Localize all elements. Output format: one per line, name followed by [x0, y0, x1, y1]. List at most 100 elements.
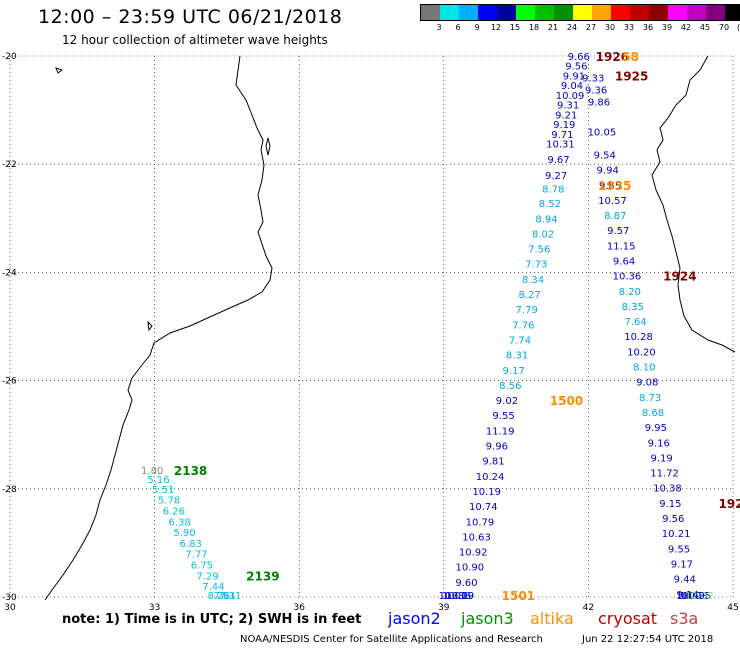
wave-height-label: 9.56 [662, 514, 684, 525]
wave-height-label: 7.64 [625, 317, 647, 328]
wave-height-label: 9.86 [588, 97, 610, 108]
wave-height-label: 6.26 [163, 506, 185, 517]
wave-height-label: 1.80 [141, 466, 163, 477]
wave-height-label: 10.21 [662, 529, 691, 540]
wave-height-label: 8.68 [642, 408, 664, 419]
wave-height-label: 10.25 [682, 591, 711, 602]
longitude-label: 36 [293, 603, 305, 613]
wave-height-label: 9.66 [568, 52, 590, 63]
wave-height-label: 7.29 [196, 571, 218, 582]
satellite-legend-item: s3a [670, 609, 699, 628]
color-swatch [497, 5, 516, 20]
color-scale-label: 27 [585, 23, 597, 32]
wave-height-label: 10.31 [546, 140, 575, 151]
color-scale-label: 9 [474, 23, 480, 32]
color-swatch [421, 5, 440, 20]
footer-credit: NOAA/NESDIS Center for Satellite Applica… [240, 634, 543, 645]
color-scale-label: 42 [680, 23, 692, 32]
wave-height-label: 7.76 [512, 320, 534, 331]
satellite-legend-item: cryosat [598, 609, 658, 628]
map-title: 12:00 – 23:59 UTC 06/21/2018 [38, 6, 343, 28]
pass-time-label: 2138 [174, 464, 207, 478]
wave-height-label: 7.44 [202, 582, 224, 593]
color-scale-swatches [420, 4, 740, 21]
pass-time-label: 1935 [598, 179, 631, 193]
wave-height-label: 9.17 [503, 366, 525, 377]
wave-height-label: 10.36 [613, 272, 642, 283]
footer-note: note: 1) Time is in UTC; 2) SWH is in fe… [62, 612, 362, 627]
wave-height-label: 9.85 [599, 181, 621, 192]
wave-height-observations: 1.805.165.515.786.266.385.906.837.776.75… [141, 52, 714, 602]
wave-height-label: 10.24 [476, 472, 505, 483]
pass-time-label: 1923 [719, 497, 740, 511]
wave-height-label: 12.02 [685, 591, 714, 602]
wave-height-label: 8.39 [452, 591, 474, 602]
color-scale-label: 18 [528, 23, 540, 32]
wave-height-label: 9.33 [582, 74, 604, 85]
wave-height-label: 9.67 [547, 155, 569, 166]
satellite-legend-item: altika [530, 609, 574, 628]
color-swatch [459, 5, 478, 20]
wave-height-label: 9.14 [677, 590, 699, 601]
wave-height-label: 8.27 [518, 290, 540, 301]
wave-height-label: 10.38 [442, 591, 471, 602]
color-swatch [668, 5, 687, 20]
wave-height-label: 7.81 [213, 591, 235, 602]
longitude-label: 45 [727, 603, 738, 613]
madagascar-coastline [651, 55, 736, 353]
color-scale-label: (ft) [736, 23, 740, 32]
wave-height-label: 10.49 [676, 591, 705, 602]
wave-height-label: 8.26 [208, 591, 230, 602]
latitude-label: -28 [2, 485, 17, 495]
wave-height-label: 9.08 [636, 378, 658, 389]
wave-height-label: 9.54 [594, 150, 616, 161]
wave-height-label: 9.96 [486, 442, 508, 453]
wave-height-label: 8.34 [522, 275, 544, 286]
color-swatch [516, 5, 535, 20]
color-swatch [725, 5, 740, 20]
wave-height-label: 9.36 [585, 86, 607, 97]
wave-height-label: 5.78 [158, 496, 180, 507]
color-swatch [611, 5, 630, 20]
wave-height-label: 9.71 [551, 130, 573, 141]
wave-height-label: 11.15 [607, 241, 636, 252]
color-scale-label: 21 [547, 23, 559, 32]
latitude-label: -24 [2, 268, 17, 278]
pass-time-label: 2139 [246, 569, 279, 583]
wave-height-label: 5.16 [147, 475, 169, 486]
wave-height-label: 9.19 [553, 120, 575, 131]
wave-height-label: 6.38 [169, 517, 191, 528]
wave-height-label: 9.56 [565, 62, 587, 73]
wave-height-label: 9.19 [651, 453, 673, 464]
latitude-label: -30 [2, 593, 17, 603]
wave-height-label: 11.19 [486, 426, 515, 437]
pass-time-label: 1501 [502, 589, 535, 603]
wave-height-label: 6.83 [180, 539, 202, 550]
wave-height-label: 9.91 [563, 71, 585, 82]
color-scale-label: 30 [604, 23, 616, 32]
color-swatch [573, 5, 592, 20]
pass-time-label: 1500 [550, 394, 583, 408]
longitude-label: 30 [4, 603, 16, 613]
color-swatch [554, 5, 573, 20]
wave-height-label: 9.04 [561, 81, 583, 92]
wave-height-label: 10.74 [469, 502, 498, 513]
color-scale-label: 39 [661, 23, 673, 32]
satellite-legend-item: jason2 [388, 609, 441, 628]
color-swatch [592, 5, 611, 20]
wave-height-label: 9.15 [659, 499, 681, 510]
color-scale-label: 24 [566, 23, 578, 32]
latitude-label: -20 [2, 52, 17, 62]
wave-height-label: 10.63 [462, 532, 491, 543]
wave-height-label: 8.31 [506, 351, 528, 362]
color-scale-label: 45 [699, 23, 711, 32]
latitude-label: -22 [2, 160, 17, 170]
wave-height-label: 9.95 [645, 423, 667, 434]
footer-timestamp: Jun 22 12:27:54 UTC 2018 [582, 634, 714, 645]
wave-height-label: 10.19 [472, 487, 501, 498]
wave-height-label: 9.55 [492, 411, 514, 422]
color-scale-label: 3 [436, 23, 442, 32]
wave-height-label: 7.56 [528, 245, 550, 256]
